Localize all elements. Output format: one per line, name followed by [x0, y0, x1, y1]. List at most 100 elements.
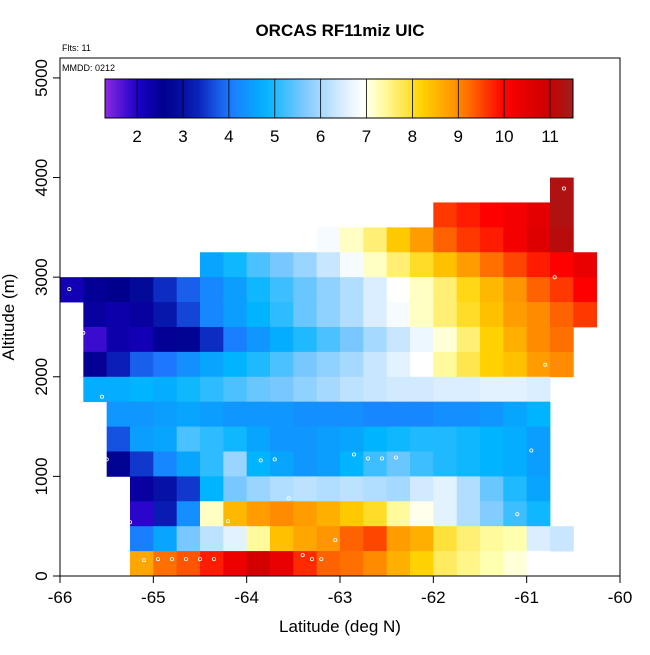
heatmap-cell: [60, 277, 84, 303]
heatmap-cell: [456, 326, 481, 353]
heatmap-cell: [503, 302, 528, 328]
heatmap-cell: [410, 451, 434, 477]
colorbar: 2 3 4 5 6 7 8 9 10 11: [104, 78, 574, 146]
flight-track-point: [67, 287, 72, 292]
heatmap-cell: [363, 326, 388, 353]
heatmap-cell: [200, 277, 224, 303]
heatmap-cell: [526, 476, 551, 502]
heatmap-cell: [223, 326, 248, 353]
heatmap-cell: [200, 351, 224, 378]
heatmap-cell: [386, 476, 411, 502]
heatmap-cell: [340, 277, 364, 303]
heatmap-cell: [503, 227, 528, 253]
heatmap-cell: [293, 476, 318, 502]
y-tick-label: 5000: [32, 59, 51, 97]
heatmap-cell: [176, 426, 201, 452]
heatmap-cell: [153, 451, 178, 477]
heatmap-cell: [130, 476, 154, 502]
flights-annotation: Flts: 11: [62, 43, 91, 53]
heatmap-cell: [526, 202, 551, 228]
colorbar-tick-label: 9: [454, 127, 463, 146]
heatmap-cell: [480, 476, 504, 502]
flight-track-point: [393, 455, 398, 460]
y-axis: 0 1000 2000 3000 4000 5000: [32, 59, 60, 581]
heatmap-cell: [573, 302, 598, 328]
heatmap-cell: [293, 351, 318, 378]
heatmap-cell: [456, 277, 481, 303]
heatmap-cell: [456, 401, 481, 427]
heatmap-cell: [386, 227, 411, 253]
heatmap-cell: [316, 302, 341, 328]
heatmap-cell: [386, 302, 411, 328]
flight-track-point: [543, 362, 548, 367]
heatmap-cell: [410, 551, 434, 577]
colorbar-tick-label: 11: [541, 127, 559, 146]
heatmap-cell: [550, 202, 574, 228]
heatmap-cell: [130, 426, 154, 452]
heatmap-cell: [316, 252, 341, 278]
heatmap-cell: [200, 302, 224, 328]
heatmap-cell: [130, 551, 154, 577]
heatmap-cell: [200, 526, 224, 552]
heatmap-cell: [503, 501, 528, 527]
x-axis: -66 -65 -64 -63 -62 -61 -60: [48, 576, 632, 607]
flight-track-point: [183, 557, 188, 562]
flight-track-point: [365, 456, 370, 461]
heatmap-cell: [550, 351, 574, 378]
heatmap-cell: [503, 476, 528, 502]
heatmap-cell: [223, 426, 248, 452]
heatmap-cell: [550, 526, 574, 552]
flight-track-point: [300, 553, 305, 558]
heatmap-cell: [550, 326, 574, 353]
heatmap-cell: [246, 401, 271, 427]
heatmap-cell: [246, 277, 271, 303]
heatmap-cell: [316, 277, 341, 303]
heatmap-cell: [270, 302, 294, 328]
heatmap-cell: [270, 277, 294, 303]
heatmap-cell: [316, 426, 341, 452]
heatmap-cell: [526, 501, 551, 527]
flight-track-point: [127, 520, 132, 525]
heatmap-cell: [526, 426, 551, 452]
heatmap-cell: [270, 551, 294, 577]
heatmap-cell: [270, 501, 294, 527]
heatmap-cell: [153, 551, 178, 577]
heatmap-cell: [246, 351, 271, 378]
heatmap-cell: [223, 376, 248, 403]
heatmap-cell: [503, 252, 528, 278]
heatmap-cell: [200, 476, 224, 502]
heatmap-cell: [550, 177, 574, 203]
heatmap-cell: [223, 526, 248, 552]
flight-track-point: [104, 457, 109, 462]
heatmap-cell: [526, 526, 551, 552]
heatmap-cell: [340, 551, 364, 577]
heatmap-cell: [200, 376, 224, 403]
heatmap-cell: [340, 351, 364, 378]
heatmap-cell: [480, 326, 504, 353]
heatmap-cell: [480, 451, 504, 477]
heatmap-cell: [106, 451, 131, 477]
heatmap-cell: [550, 252, 574, 278]
flight-track-point: [272, 457, 277, 462]
heatmap-cell: [340, 476, 364, 502]
heatmap-cell: [573, 252, 598, 278]
heatmap-cell: [106, 302, 131, 328]
heatmap-cell: [410, 277, 434, 303]
heatmap-cell: [246, 501, 271, 527]
heatmap-cell: [83, 376, 108, 403]
heatmap-cell: [386, 351, 411, 378]
heatmap-cell: [293, 302, 318, 328]
heatmap-cell: [293, 401, 318, 427]
heatmap-cell: [340, 302, 364, 328]
heatmap-cell: [363, 302, 388, 328]
colorbar-tick-label: 2: [132, 127, 141, 146]
heatmap-cell: [386, 551, 411, 577]
heatmap-cell: [503, 401, 528, 427]
heatmap-cell: [176, 551, 201, 577]
heatmap-cell: [456, 351, 481, 378]
heatmap-cell: [573, 277, 598, 303]
heatmap-cell: [293, 376, 318, 403]
heatmap-cell: [386, 501, 411, 527]
heatmap-cell: [480, 376, 504, 403]
colorbar-tick-label: 7: [362, 127, 371, 146]
